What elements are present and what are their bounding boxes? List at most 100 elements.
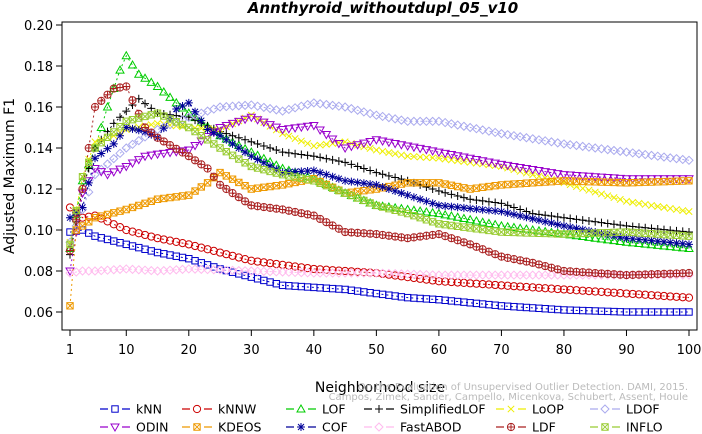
credit-line-2: On the Evaluation of Unsupervised Outlie… [358,382,688,393]
data-point-loop [422,153,430,161]
data-point-odin [521,165,532,174]
data-point-cof [685,240,693,249]
data-point-fastabod [190,264,200,274]
data-point-cof [453,203,462,212]
data-point-knnw [684,293,694,302]
data-point-kdeos [278,181,287,189]
data-point-inflo [247,162,256,171]
data-point-ldof [446,119,457,129]
data-point-ldf [84,143,93,153]
data-point-loop [641,200,649,208]
y-tick-label: 0.10 [24,224,53,239]
data-point-cof [328,172,337,181]
data-point-simplifiedlof [434,187,443,196]
legend-marker [374,422,384,432]
data-point-simplifiedlof [503,201,512,210]
data-point-cof [372,180,381,189]
data-point-ldof [352,105,363,115]
data-point-odin [402,142,413,151]
data-point-odin [233,117,244,127]
data-point-lof [640,239,651,248]
data-point-simplifiedlof [122,107,131,116]
data-point-knnw [584,286,594,296]
series-ldf [65,82,694,280]
data-point-cof [184,98,193,107]
data-point-knnw [397,272,406,281]
data-point-cof [247,152,256,161]
data-point-knnw [159,235,168,244]
data-point-fastabod [521,270,532,280]
data-point-lof [684,243,694,252]
data-point-odin [246,113,257,123]
data-point-ldof [653,151,663,161]
data-point-knnw [478,280,487,289]
data-point-odin [258,118,269,128]
data-point-fastabod [452,270,463,280]
data-point-ldof [127,139,138,150]
data-point-ldof [340,102,350,112]
data-point-kdeos [91,214,99,222]
data-point-knnw [622,289,631,298]
data-point-knn [191,257,199,265]
data-point-ldof [115,148,125,159]
series-inflo [66,109,693,249]
y-tick-label: 0.06 [24,306,53,321]
data-point-inflo [216,144,224,152]
data-point-knnw [591,287,600,296]
data-point-simplifiedlof [378,170,387,179]
data-point-ldof [471,124,482,134]
data-point-odin [446,151,457,160]
data-point-loop [597,190,606,198]
data-point-ldof [502,129,513,140]
data-point-odin [327,135,338,144]
data-point-loop [579,184,587,192]
data-point-inflo [447,221,456,230]
data-point-knnw [509,282,519,291]
data-point-ldf [441,232,450,241]
data-point-inflo [78,173,87,181]
data-point-simplifiedlof [297,150,306,159]
data-point-odin [140,152,150,162]
data-point-fastabod [252,266,263,276]
data-point-knnw [422,275,431,284]
data-point-loop [435,154,443,162]
data-point-simplifiedlof [547,212,556,221]
data-point-kdeos [228,175,237,183]
data-point-simplifiedlof [291,149,300,158]
data-point-knnw [634,290,644,299]
data-point-loop [178,123,187,131]
data-point-loop [679,206,687,215]
data-point-cof [484,206,493,215]
data-point-odin [127,159,138,169]
data-point-odin [415,144,426,154]
data-point-knnw [190,241,200,251]
data-point-fastabod [234,265,244,276]
data-point-ldof [246,100,257,110]
data-point-knn [203,261,212,269]
data-point-cof [103,144,112,153]
series-line-odin [69,116,689,272]
data-point-odin [390,139,400,149]
data-point-lof [659,240,669,250]
data-point-ldf [128,96,137,105]
data-point-cof [441,202,450,211]
data-point-simplifiedlof [284,148,293,157]
data-point-kdeos [497,181,506,189]
x-tick-label: 60 [431,343,448,358]
data-point-odin [496,160,507,170]
data-point-loop [297,137,305,145]
data-point-lof [402,204,413,213]
data-point-lof [133,69,144,78]
data-point-odin [515,163,526,173]
data-point-knn [679,308,687,316]
data-point-odin [546,169,557,178]
data-point-knnw [165,236,175,245]
data-point-lof [502,221,513,231]
data-point-ldof [565,140,575,150]
data-point-cof [497,207,506,216]
data-point-odin [190,142,200,151]
data-point-ldof [621,147,632,157]
data-point-fastabod [315,268,325,278]
data-point-kdeos [66,302,74,310]
data-point-odin [302,122,313,132]
